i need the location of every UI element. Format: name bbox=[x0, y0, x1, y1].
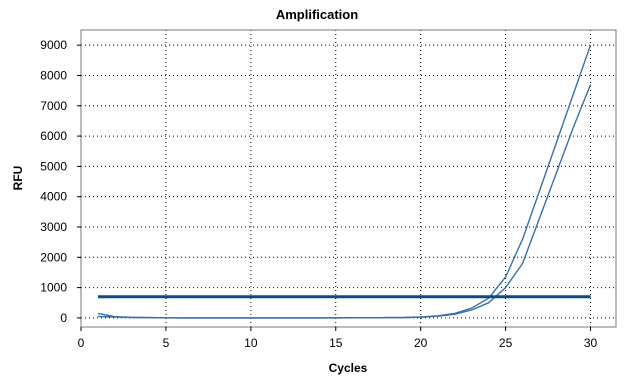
y-tick-label: 2000 bbox=[40, 250, 67, 264]
x-tick-label: 15 bbox=[329, 336, 343, 350]
y-tick-label: 6000 bbox=[40, 129, 67, 143]
y-tick-label: 3000 bbox=[40, 220, 67, 234]
y-tick-label: 8000 bbox=[40, 68, 67, 82]
x-tick-label: 30 bbox=[584, 336, 598, 350]
y-tick-label: 5000 bbox=[40, 159, 67, 173]
chart-title: Amplification bbox=[276, 7, 358, 22]
x-tick-label: 10 bbox=[244, 336, 258, 350]
y-tick-label: 4000 bbox=[40, 190, 67, 204]
x-axis-label: Cycles bbox=[329, 361, 368, 375]
x-tick-label: 0 bbox=[78, 336, 85, 350]
y-tick-label: 1000 bbox=[40, 281, 67, 295]
x-tick-label: 25 bbox=[499, 336, 513, 350]
y-tick-label: 0 bbox=[60, 311, 67, 325]
y-tick-label: 9000 bbox=[40, 38, 67, 52]
x-tick-label: 5 bbox=[163, 336, 170, 350]
y-axis-label: RFU bbox=[11, 166, 25, 191]
x-tick-label: 20 bbox=[414, 336, 428, 350]
y-tick-label: 7000 bbox=[40, 99, 67, 113]
